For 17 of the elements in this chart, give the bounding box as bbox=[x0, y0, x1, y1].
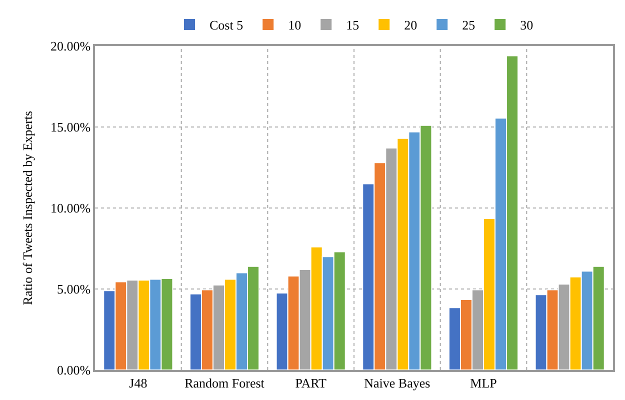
y-tick-label: 5.00% bbox=[57, 282, 91, 297]
legend-label: 15 bbox=[346, 18, 360, 33]
x-tick-label: Random Forest bbox=[184, 375, 265, 390]
legend-label: 30 bbox=[520, 18, 534, 33]
legend-label: 20 bbox=[404, 18, 418, 33]
x-tick-label: Naive Bayes bbox=[364, 375, 430, 390]
legend-label: Cost 5 bbox=[210, 18, 244, 33]
y-tick-label: 15.00% bbox=[50, 120, 91, 135]
y-axis-title: Ratio of Tweets Inspected by Experts bbox=[20, 110, 36, 306]
y-tick-label: 0.00% bbox=[57, 362, 91, 378]
x-tick-label: J48 bbox=[129, 375, 148, 390]
y-tick-label: 10.00% bbox=[50, 200, 91, 216]
legend-label: 25 bbox=[462, 18, 476, 33]
x-tick-label: PART bbox=[295, 375, 327, 390]
legend-label: 10 bbox=[288, 18, 302, 33]
x-tick-label: MLP bbox=[470, 375, 497, 390]
y-tick-label: 20.00% bbox=[50, 38, 91, 54]
